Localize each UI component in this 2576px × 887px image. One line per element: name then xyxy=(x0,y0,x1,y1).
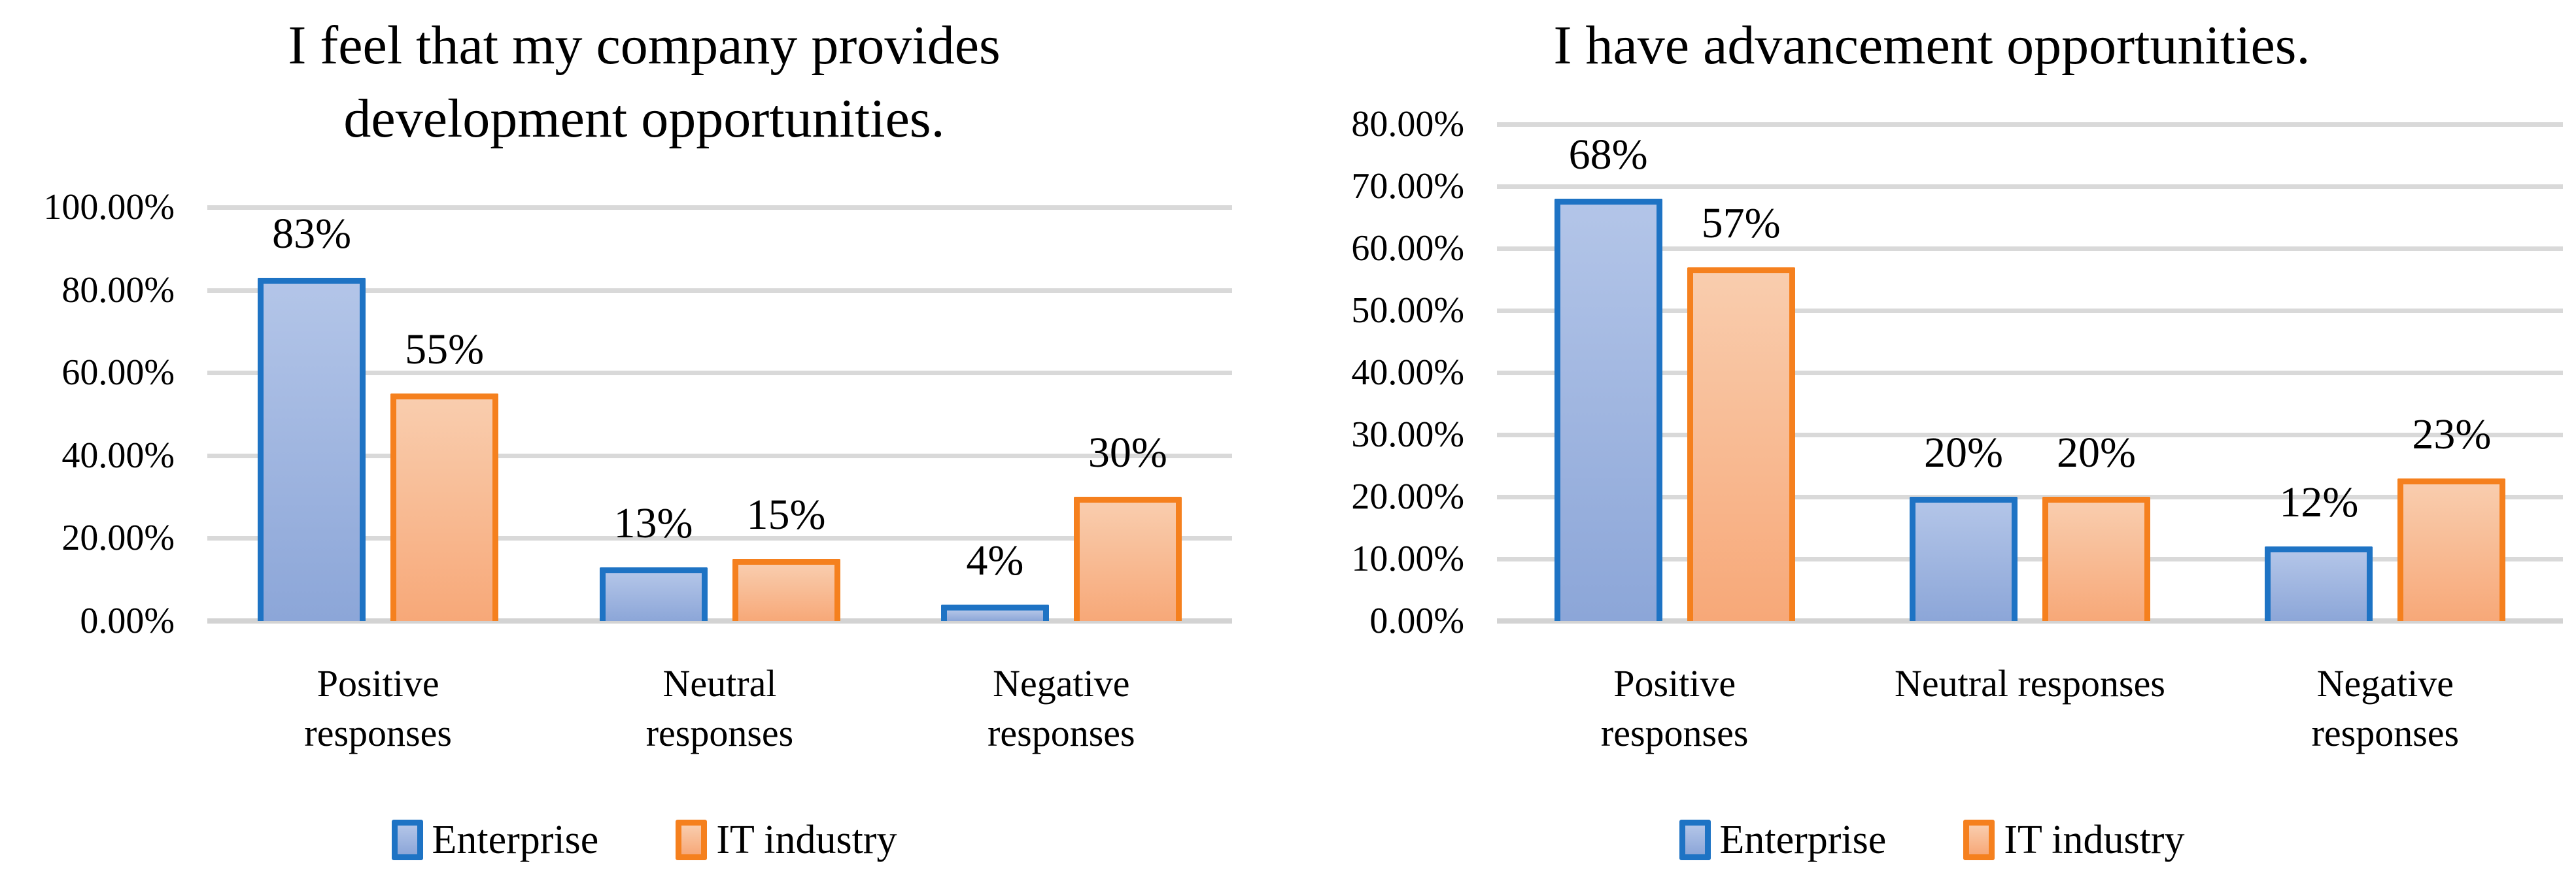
data-label-it-industry-positive-responses: 55% xyxy=(405,325,485,373)
x-axis-category-label-line: responses xyxy=(987,712,1135,754)
legend-label: Enterprise xyxy=(1719,818,1887,862)
y-axis-tick-label: 60.00% xyxy=(1351,228,1464,269)
data-label-it-industry-negative-responses: 23% xyxy=(2412,410,2492,458)
legend-item-enterprise: Enterprise xyxy=(1679,817,1887,863)
y-axis-tick-label: 50.00% xyxy=(1351,290,1464,331)
gridline xyxy=(1497,309,2563,313)
gridline xyxy=(1497,246,2563,251)
gridline xyxy=(207,371,1232,376)
legend-swatch-it-industry xyxy=(1963,820,1995,860)
chart-title: I have advancement opportunities. xyxy=(1288,9,2576,82)
chart-advancement-opportunities: I have advancement opportunities. 0.00% 10… xyxy=(1288,0,2576,887)
data-label-it-industry-neutral-responses: 15% xyxy=(746,491,826,539)
x-axis-category-label-line: Negative xyxy=(993,662,1130,705)
x-axis-category-label-line: responses xyxy=(645,712,794,754)
bar-it-industry-neutral-responses xyxy=(732,559,840,621)
gridline xyxy=(1497,371,2563,375)
legend-swatch-enterprise xyxy=(1679,820,1711,860)
data-label-enterprise-neutral-responses: 20% xyxy=(1924,429,2003,477)
y-axis-tick-label: 60.00% xyxy=(61,352,175,393)
x-axis-category-label-line: responses xyxy=(2311,712,2460,754)
x-axis-category-label-line: responses xyxy=(304,712,452,754)
x-axis-category-label-neutral-responses: Neutral responses xyxy=(1852,659,2207,709)
data-label-it-industry-positive-responses: 57% xyxy=(1701,199,1781,247)
gridline xyxy=(207,205,1232,210)
x-axis-line xyxy=(1497,618,2563,624)
x-axis-category-label-negative-responses: Negative responses xyxy=(891,659,1232,758)
data-label-it-industry-neutral-responses: 20% xyxy=(2057,429,2136,477)
x-axis-category-label-neutral-responses: Neutral responses xyxy=(549,659,890,758)
chart-title-line: I have advancement opportunities. xyxy=(1553,15,2310,76)
y-axis-tick-label: 70.00% xyxy=(1351,166,1464,207)
bar-it-industry-positive-responses xyxy=(390,393,499,621)
bar-it-industry-neutral-responses xyxy=(2042,497,2150,621)
legend-item-enterprise: Enterprise xyxy=(391,817,599,863)
y-axis-tick-label: 10.00% xyxy=(1351,539,1464,579)
x-axis-category-label-line: Positive xyxy=(317,662,439,705)
y-axis-tick-label: 20.00% xyxy=(1351,477,1464,517)
gridline xyxy=(207,288,1232,293)
legend-swatch-it-industry xyxy=(676,820,708,860)
data-label-enterprise-negative-responses: 12% xyxy=(2279,478,2359,526)
chart-development-opportunities: I feel that my company provides developme… xyxy=(0,9,1288,863)
legend-label: IT industry xyxy=(716,818,897,862)
legend-item-it-industry: IT industry xyxy=(676,817,897,863)
chart-title-line: development opportunities. xyxy=(343,88,945,149)
y-axis-tick-label: 0.00% xyxy=(1369,601,1464,641)
legend: Enterprise IT industry xyxy=(0,817,1288,863)
x-axis-line xyxy=(207,618,1232,624)
x-axis-category-label-negative-responses: Negative responses xyxy=(2208,659,2563,758)
y-axis-tick-label: 40.00% xyxy=(61,435,175,476)
legend-label: IT industry xyxy=(2004,818,2185,862)
x-axis-category-label-line: responses xyxy=(1600,712,1749,754)
legend-item-it-industry: IT industry xyxy=(1963,817,2184,863)
legend-swatch-enterprise xyxy=(391,820,423,860)
data-label-enterprise-positive-responses: 83% xyxy=(272,209,352,258)
y-axis-tick-label: 40.00% xyxy=(1351,352,1464,393)
bar-enterprise-positive-responses xyxy=(258,277,366,621)
gridline xyxy=(1497,557,2563,561)
legend-label: Enterprise xyxy=(432,818,599,862)
y-axis-tick-label: 0.00% xyxy=(80,601,175,641)
y-axis-tick-label: 80.00% xyxy=(1351,104,1464,144)
data-label-enterprise-positive-responses: 68% xyxy=(1568,131,1648,178)
bar-enterprise-neutral-responses xyxy=(1910,497,2018,621)
chart-title: I feel that my company provides developme… xyxy=(0,9,1288,156)
y-axis-tick-label: 80.00% xyxy=(61,269,175,310)
y-axis-tick-label: 30.00% xyxy=(1351,414,1464,455)
gridline xyxy=(207,453,1232,458)
bar-it-industry-positive-responses xyxy=(1687,267,1795,621)
chart-title-line: I feel that my company provides xyxy=(288,15,1001,76)
data-label-enterprise-neutral-responses: 13% xyxy=(613,499,693,547)
y-axis-tick-label: 20.00% xyxy=(61,518,175,559)
gridline xyxy=(1497,495,2563,499)
x-axis-category-label-line: Neutral xyxy=(662,662,777,705)
x-axis-category-label-line: Negative xyxy=(2316,662,2454,705)
x-axis-category-label-line: Positive xyxy=(1613,662,1736,705)
bar-enterprise-negative-responses xyxy=(940,604,1049,621)
gridline xyxy=(207,536,1232,541)
x-axis-category-label-line: Neutral responses xyxy=(1895,662,2165,705)
gridline xyxy=(1497,184,2563,189)
x-axis-category-label-positive-responses: Positive responses xyxy=(1497,659,1852,758)
bar-enterprise-positive-responses xyxy=(1554,199,1662,621)
bar-it-industry-negative-responses xyxy=(1073,497,1182,621)
bar-enterprise-neutral-responses xyxy=(599,567,708,621)
data-label-it-industry-negative-responses: 30% xyxy=(1088,429,1167,477)
gridline xyxy=(1497,433,2563,437)
data-label-enterprise-negative-responses: 4% xyxy=(966,536,1024,584)
x-axis-category-label-positive-responses: Positive responses xyxy=(207,659,549,758)
gridline xyxy=(1497,122,2563,127)
bar-enterprise-negative-responses xyxy=(2265,546,2373,621)
legend: Enterprise IT industry xyxy=(1288,817,2576,863)
bar-it-industry-negative-responses xyxy=(2397,478,2506,621)
y-axis-tick-label: 100.00% xyxy=(43,187,175,227)
